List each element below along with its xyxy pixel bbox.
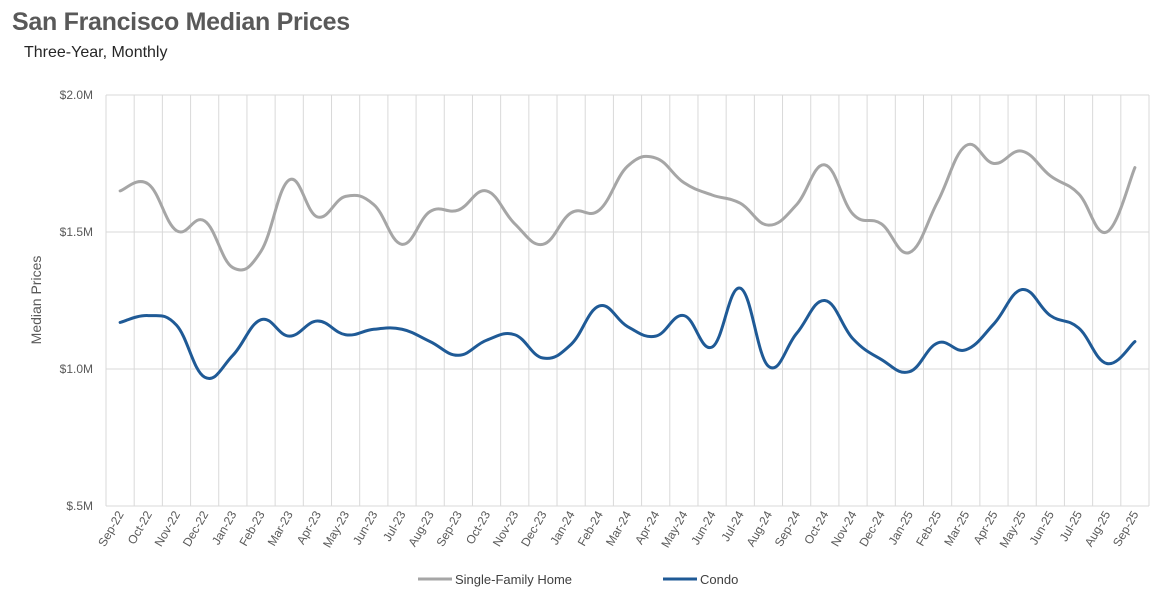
y-tick-label: $.5M: [66, 499, 93, 513]
x-tick-label: Aug-25: [1082, 508, 1114, 549]
x-tick-label: Aug-24: [744, 508, 776, 549]
x-tick-label: Feb-25: [913, 508, 944, 548]
x-tick-label: May-23: [320, 508, 352, 550]
gridlines: [105, 94, 1150, 507]
x-tick-label: Dec-23: [518, 508, 550, 549]
y-tick-label: $1.5M: [60, 225, 93, 239]
x-tick-label: Feb-24: [575, 508, 606, 548]
y-tick-label: $1.0M: [60, 362, 93, 376]
x-tick-label: Nov-22: [152, 508, 184, 549]
x-tick-label: Feb-23: [236, 508, 267, 548]
x-tick-label: Jan-25: [886, 508, 917, 547]
y-axis-label: Median Prices: [28, 256, 44, 345]
x-tick-label: Sep-23: [433, 508, 465, 549]
x-tick-label: Mar-23: [265, 508, 296, 548]
legend-label: Single-Family Home: [455, 572, 572, 587]
x-tick-label: Jul-23: [380, 508, 409, 544]
chart-title: San Francisco Median Prices: [12, 8, 350, 36]
legend: Single-Family Home Condo: [418, 572, 738, 587]
x-tick-label: Oct-24: [801, 508, 831, 546]
x-tick-label: Jan-23: [209, 508, 240, 547]
x-tick-label: Mar-25: [941, 508, 972, 548]
x-tick-label: Sep-22: [95, 508, 127, 549]
x-tick-label: Apr-23: [294, 508, 324, 546]
x-tick-label: Jun-23: [350, 508, 381, 547]
y-axis-ticks: $2.0M $1.5M $1.0M $.5M: [60, 88, 93, 513]
x-tick-label: Jan-24: [547, 508, 578, 547]
x-tick-label: Nov-24: [828, 508, 860, 549]
x-tick-label: Aug-23: [405, 508, 437, 549]
x-tick-label: Jun-24: [688, 508, 719, 547]
x-tick-label: Nov-23: [490, 508, 522, 549]
legend-label: Condo: [700, 572, 738, 587]
x-tick-label: Jul-24: [718, 508, 747, 544]
chart-subtitle: Three-Year, Monthly: [24, 44, 168, 61]
x-tick-label: Apr-25: [970, 508, 1000, 546]
series-line-single-family-home: [118, 142, 1137, 272]
series-lines: [118, 142, 1137, 380]
x-tick-label: Dec-24: [856, 508, 888, 549]
x-axis-ticks: Sep-22Oct-22Nov-22Dec-22Jan-23Feb-23Mar-…: [95, 508, 1141, 550]
x-tick-label: Oct-22: [125, 508, 155, 546]
x-tick-label: Dec-22: [180, 508, 212, 549]
x-tick-label: May-24: [658, 508, 690, 550]
series-line-condo: [118, 286, 1137, 380]
x-tick-label: Oct-23: [463, 508, 493, 546]
y-tick-label: $2.0M: [60, 88, 93, 102]
x-tick-label: Sep-25: [1110, 508, 1142, 549]
x-tick-label: Mar-24: [603, 508, 634, 548]
x-tick-label: Sep-24: [772, 508, 804, 549]
x-tick-label: Jul-25: [1057, 508, 1086, 544]
x-tick-label: Jun-25: [1026, 508, 1057, 547]
x-tick-label: May-25: [997, 508, 1029, 550]
x-tick-label: Apr-24: [632, 508, 662, 546]
